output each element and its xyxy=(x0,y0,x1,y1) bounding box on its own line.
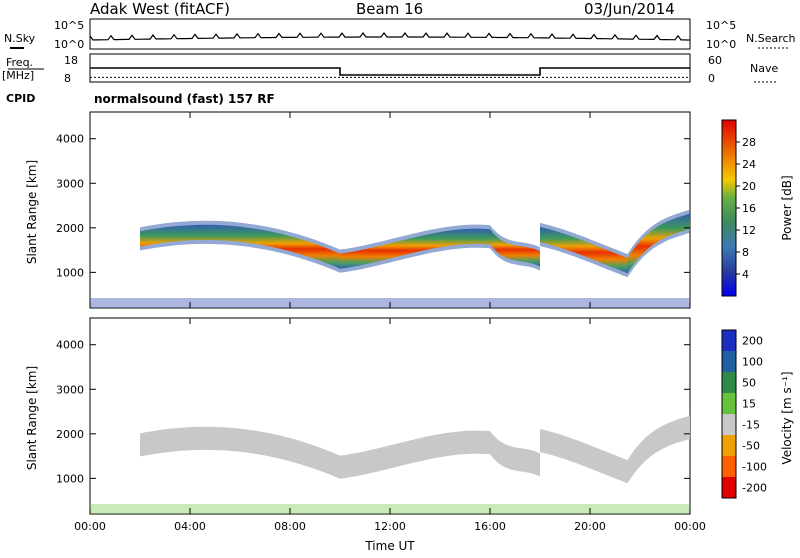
velocity-colorbar-swatch xyxy=(722,414,736,435)
colorbar-tick-label: 15 xyxy=(742,398,756,411)
power-x-ticks xyxy=(89,112,691,308)
velocity-y-ticks: 1000 2000 3000 4000 xyxy=(56,339,690,485)
colorbar-tick-label: 100 xyxy=(742,356,763,369)
y-tick-label: 2000 xyxy=(56,428,84,441)
cpid-label: CPID xyxy=(6,92,35,105)
velocity-colorbar-swatch xyxy=(722,351,736,372)
power-colorbar xyxy=(721,119,737,297)
freq-tick-bottom: 8 xyxy=(64,72,71,85)
radar-title: Adak West (fitACF) xyxy=(90,0,230,18)
freq-trace xyxy=(90,67,690,76)
velocity-colorbar-swatch xyxy=(722,330,736,351)
y-tick-label: 3000 xyxy=(56,383,84,396)
velocity-x-ticks: 00:00 04:00 08:00 12:00 16:00 20:00 00:00 xyxy=(74,318,706,533)
velocity-ylabel: Slant Range [km] xyxy=(25,366,39,470)
colorbar-tick-label: 50 xyxy=(742,377,756,390)
cpid-value: normalsound (fast) 157 RF xyxy=(94,92,275,106)
colorbar-tick-label: -15 xyxy=(742,419,760,432)
power-echo-band xyxy=(340,228,490,269)
colorbar-tick-label: 12 xyxy=(742,224,756,237)
y-tick-label: 4000 xyxy=(56,133,84,146)
nave-tick-bottom: 0 xyxy=(708,72,715,85)
colorbar-tick-label: -100 xyxy=(742,461,767,474)
power-echo-band xyxy=(540,226,628,274)
colorbar-tick-label: 4 xyxy=(742,268,749,281)
velocity-colorbar-swatch xyxy=(722,456,736,477)
power-colorbar-label: Power [dB] xyxy=(780,175,794,240)
nsearch-label: N.Search xyxy=(746,32,796,45)
velocity-colorbar-swatch xyxy=(722,372,736,393)
power-echo-band xyxy=(627,213,690,274)
power-panel-frame xyxy=(89,111,691,309)
velocity-echo-band xyxy=(627,415,690,484)
x-axis-label: Time UT xyxy=(364,539,415,553)
velocity-echo-band xyxy=(340,430,490,479)
velocity-colorbar-swatch xyxy=(722,393,736,414)
velocity-colorbar-frame xyxy=(721,329,737,499)
power-panel: 1000 2000 3000 4000 xyxy=(56,111,691,309)
colorbar-tick-label: -200 xyxy=(742,482,767,495)
y-tick-label: 1000 xyxy=(56,472,84,485)
power-colorbar-ticks: 4 8 12 16 20 24 28 xyxy=(736,136,756,281)
velocity-echo-band xyxy=(490,431,540,477)
y-tick-label: 3000 xyxy=(56,177,84,190)
power-echo-band xyxy=(140,224,340,269)
power-y-ticks: 1000 2000 3000 4000 xyxy=(56,133,690,279)
colorbar-tick-label: 28 xyxy=(742,136,756,149)
freq-unit: [MHz] xyxy=(2,69,34,82)
colorbar-tick-label: -50 xyxy=(742,440,760,453)
beam-title: Beam 16 xyxy=(356,0,423,18)
velocity-colorbar-label: Velocity [m s⁻¹] xyxy=(780,371,794,464)
colorbar-tick-label: 8 xyxy=(742,246,749,259)
velocity-echo-bands xyxy=(140,415,690,484)
freq-tick-top: 18 xyxy=(64,54,78,67)
nsky-label: N.Sky xyxy=(4,32,36,45)
velocity-colorbar xyxy=(721,329,737,499)
freq-label: Freq. xyxy=(6,56,33,69)
nave-tick-top: 60 xyxy=(708,54,722,67)
power-echo-bands xyxy=(140,209,690,278)
colorbar-tick-label: 16 xyxy=(742,202,756,215)
y-tick-label: 2000 xyxy=(56,222,84,235)
colorbar-tick-label: 200 xyxy=(742,335,763,348)
nsky-tick-top: 10^5 xyxy=(54,19,84,32)
colorbar-tick-label: 24 xyxy=(742,158,756,171)
nsearch-tick-bottom: 10^0 xyxy=(706,38,736,51)
y-tick-label: 4000 xyxy=(56,339,84,352)
x-tick-label: 08:00 xyxy=(274,520,306,533)
nave-label: Nave xyxy=(750,62,778,75)
velocity-echo-band xyxy=(540,428,628,484)
colorbar-tick-label: 20 xyxy=(742,180,756,193)
nsearch-tick-top: 10^5 xyxy=(706,19,736,32)
nsky-trace xyxy=(89,32,690,41)
power-ylabel: Slant Range [km] xyxy=(25,160,39,264)
velocity-echo-band xyxy=(140,426,340,479)
velocity-colorbar-ticks: 200 100 50 15 -15 -50 -100 -200 xyxy=(742,335,767,495)
x-tick-label: 00:00 xyxy=(74,520,106,533)
y-tick-label: 1000 xyxy=(56,266,84,279)
x-tick-label: 00:00 xyxy=(674,520,706,533)
nsky-panel xyxy=(89,18,691,50)
velocity-panel-frame xyxy=(89,317,691,515)
x-tick-label: 20:00 xyxy=(574,520,606,533)
velocity-colorbar-swatch xyxy=(722,477,736,498)
x-tick-label: 12:00 xyxy=(374,520,406,533)
nsky-tick-bottom: 10^0 xyxy=(54,38,84,51)
power-echo-band xyxy=(490,229,540,267)
velocity-colorbar-swatch xyxy=(722,435,736,456)
x-tick-label: 04:00 xyxy=(174,520,206,533)
velocity-panel: 1000 2000 3000 4000 00:00 04:00 08:00 12:00 16:… xyxy=(56,317,706,533)
date-title: 03/Jun/2014 xyxy=(584,0,675,18)
x-tick-label: 16:00 xyxy=(474,520,506,533)
